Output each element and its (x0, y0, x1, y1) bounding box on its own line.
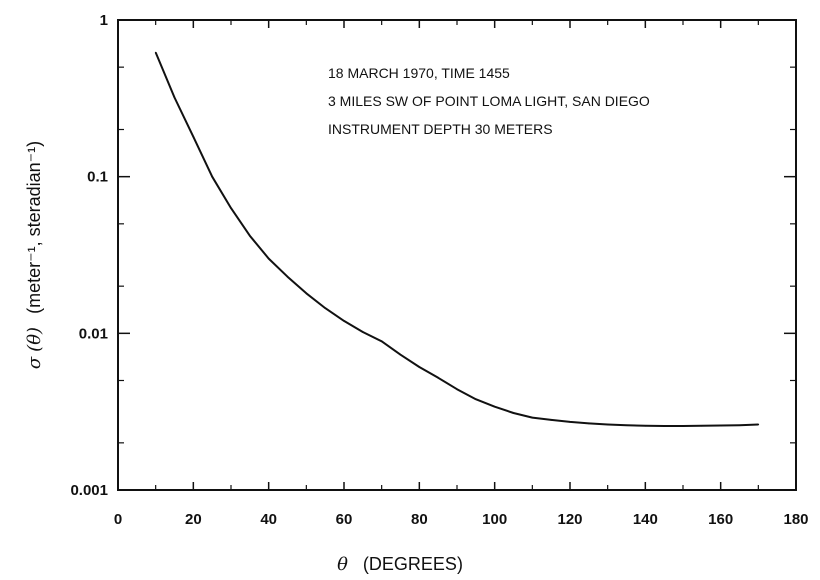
annotation-line-1: 18 MARCH 1970, TIME 1455 (328, 65, 510, 81)
y-tick-label: 0.01 (79, 325, 108, 342)
x-tick-label: 140 (633, 511, 658, 528)
data-point (644, 424, 647, 427)
x-tick-label: 60 (336, 511, 353, 528)
data-point (230, 207, 232, 209)
data-point (456, 388, 458, 390)
y-axis-label-text: (meter⁻¹, steradian⁻¹) (24, 141, 44, 314)
data-point (211, 175, 213, 178)
annotation-line-3: INSTRUMENT DEPTH 30 METERS (328, 121, 553, 137)
data-point (512, 412, 515, 414)
x-axis-symbol: θ (337, 554, 348, 575)
data-point (719, 424, 722, 427)
data-point (437, 377, 439, 379)
data-point (173, 96, 176, 99)
data-point (267, 257, 270, 260)
series-layer (154, 51, 760, 427)
y-tick-labels: 0.001 0.01 0.1 1 (70, 12, 108, 499)
x-tick-label: 40 (260, 511, 277, 528)
annotation-line-2: 3 MILES SW OF POINT LOMA LIGHT, SAN DIEG… (328, 93, 650, 109)
y-tick-label: 0.1 (87, 169, 108, 186)
x-tick-label: 20 (185, 511, 202, 528)
y-tick-label: 1 (100, 12, 108, 29)
x-tick-labels: 0 20 40 60 80 100 120 140 160 180 (114, 511, 809, 528)
y-axis-arg: (θ) (24, 327, 45, 352)
data-point (531, 416, 534, 419)
y-axis-symbol: σ (24, 356, 45, 369)
tick-marks (117, 19, 797, 491)
x-tick-label: 180 (783, 511, 808, 528)
data-point (475, 398, 477, 400)
x-axis-title: θ (DEGREES) (337, 554, 463, 575)
x-tick-label: 120 (557, 511, 582, 528)
data-point (701, 424, 703, 427)
plot-frame (117, 19, 797, 491)
x-axis-label-text: (DEGREES) (363, 554, 463, 574)
data-point (286, 275, 289, 278)
data-point (493, 405, 496, 408)
data-point (757, 423, 760, 426)
data-point (738, 424, 741, 427)
x-tick-label: 160 (708, 511, 733, 528)
data-point (682, 425, 684, 427)
x-tick-label: 80 (411, 511, 428, 528)
data-point (569, 421, 571, 423)
data-point (154, 51, 157, 54)
data-point (418, 366, 421, 368)
data-point (663, 425, 665, 427)
data-point (192, 135, 195, 138)
data-point (625, 424, 628, 427)
x-tick-label: 0 (114, 511, 122, 528)
data-point (588, 422, 590, 425)
y-axis-title: σ (θ) (meter⁻¹, steradian⁻¹) (24, 141, 45, 369)
data-point (305, 292, 308, 295)
data-point (380, 340, 383, 343)
data-point (550, 419, 552, 421)
data-point (343, 320, 345, 322)
data-point (362, 331, 364, 333)
data-point (324, 307, 326, 309)
y-tick-label: 0.001 (70, 482, 108, 499)
data-point (606, 423, 609, 426)
data-point (399, 353, 402, 356)
data-point (249, 234, 251, 237)
x-tick-label: 100 (482, 511, 507, 528)
